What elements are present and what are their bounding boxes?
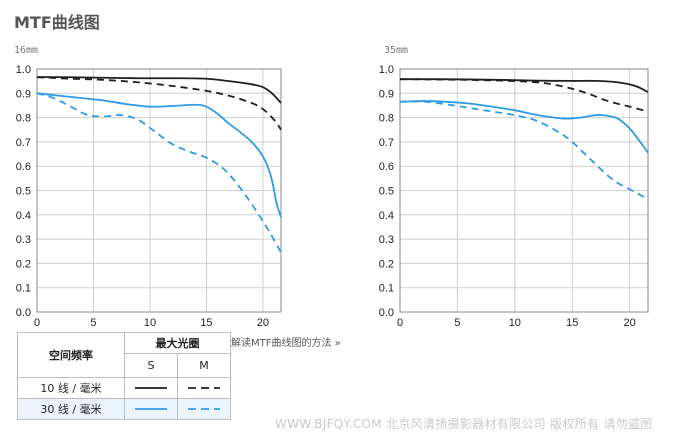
legend-row-30-label: 30 线 / 毫米 [17, 398, 125, 420]
blue-solid-line-icon [135, 408, 167, 410]
x-tick-label: 20 [624, 317, 636, 329]
y-tick-label: 0.4 [16, 210, 31, 222]
y-tick-label: 0.2 [16, 258, 31, 270]
plot-frame [36, 68, 282, 313]
chart-1-label: 16mm [14, 45, 39, 56]
y-tick-label: 0.8 [379, 113, 394, 125]
watermark: WWW.BJFQY.COM 北京风清扬摄影器材有限公司 版权所有 请勿盗图 [275, 417, 653, 431]
legend-header-frequency: 空间频率 [17, 332, 125, 378]
series-30-s-line [36, 92, 282, 218]
x-tick-label: 20 [257, 317, 269, 329]
legend-col-m: M [177, 353, 231, 378]
legend-swatch-10-m [177, 377, 231, 399]
y-tick-label: 0.0 [16, 307, 31, 319]
y-tick-label: 0.0 [379, 307, 394, 319]
explain-mtf-link[interactable]: 解读MTF曲线图的方法 » [231, 338, 341, 349]
y-tick-label: 0.9 [379, 88, 394, 100]
x-tick-label: 0 [397, 317, 403, 329]
chart-2-label: 35mm [384, 45, 409, 56]
x-tick-label: 15 [200, 317, 212, 329]
series-10-m-line [399, 78, 649, 113]
y-tick-label: 1.0 [16, 64, 31, 76]
legend-header-aperture: 最大光圈 [124, 331, 231, 355]
y-tick-label: 0.2 [379, 258, 394, 270]
x-tick-label: 5 [90, 317, 96, 329]
x-tick-label: 15 [566, 317, 578, 329]
y-tick-label: 0.8 [16, 113, 31, 125]
y-tick-label: 0.6 [16, 161, 31, 173]
y-tick-label: 0.1 [379, 283, 394, 295]
black-dashed-line-icon [188, 387, 220, 389]
legend-col-s: S [124, 353, 178, 378]
x-tick-label: 10 [509, 317, 521, 329]
y-tick-label: 0.4 [379, 210, 394, 222]
y-tick-label: 0.6 [379, 161, 394, 173]
y-tick-label: 0.1 [16, 283, 31, 295]
y-tick-label: 0.5 [379, 186, 394, 198]
x-tick-label: 5 [454, 317, 460, 329]
black-solid-line-icon [135, 387, 167, 389]
legend-swatch-10-s [124, 377, 178, 399]
chart-2-plot: 0.0 0.1 0.2 0.3 0.4 0.5 0.6 0.7 0.8 0.9 1.0 0 5 10 15 2… [379, 64, 649, 329]
series-30-m-line [399, 100, 649, 200]
series-30-m-line [36, 92, 282, 253]
x-tick-label: 0 [34, 317, 40, 329]
x-tick-label: 10 [144, 317, 156, 329]
y-tick-label: 0.3 [379, 234, 394, 246]
series-10-s-line [36, 76, 282, 104]
y-tick-label: 0.9 [16, 88, 31, 100]
legend-table: 空间频率 最大光圈 S M 10 线 / 毫米 30 线 / 毫米 [17, 331, 231, 420]
legend-swatch-30-s [124, 398, 178, 420]
blue-dashed-line-icon [188, 408, 220, 410]
y-tick-label: 0.7 [379, 137, 394, 149]
plot-frame [399, 68, 649, 313]
page-title: MTF曲线图 [14, 13, 100, 32]
y-tick-label: 0.5 [16, 186, 31, 198]
series-10-m-line [36, 76, 282, 131]
legend-row-10-label: 10 线 / 毫米 [17, 377, 125, 399]
y-tick-label: 0.7 [16, 137, 31, 149]
y-tick-label: 0.3 [16, 234, 31, 246]
series-30-s-line [399, 100, 649, 154]
y-tick-label: 1.0 [379, 64, 394, 76]
chart-1-plot: 0.0 0.1 0.2 0.3 0.4 0.5 0.6 0.7 0.8 0.9 1.0 0 5 10 15 2… [16, 64, 282, 329]
legend-swatch-30-m [177, 398, 231, 420]
